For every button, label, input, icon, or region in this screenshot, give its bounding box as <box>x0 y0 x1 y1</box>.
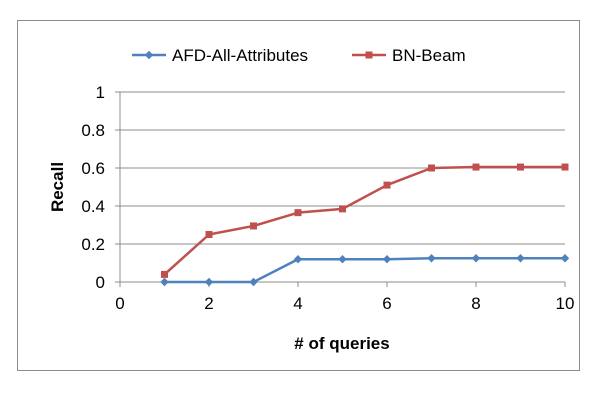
x-tick-label: 0 <box>115 294 124 313</box>
data-point <box>560 254 570 263</box>
series-2 <box>161 163 569 278</box>
data-point <box>517 163 524 171</box>
data-point <box>472 163 480 171</box>
chart-frame <box>17 20 580 371</box>
data-point <box>428 164 435 172</box>
data-point <box>427 254 436 263</box>
data-point <box>338 255 347 264</box>
y-tick-label: 0.8 <box>81 121 105 140</box>
x-tick-label: 10 <box>556 294 575 313</box>
data-point <box>382 255 392 264</box>
x-tick-label: 8 <box>471 294 480 313</box>
y-tick-label: 0.6 <box>81 159 105 178</box>
series-layer <box>160 163 570 287</box>
data-point <box>294 209 302 217</box>
series-line <box>164 257 565 284</box>
y-axis-title: Recall <box>48 162 67 212</box>
data-point <box>383 181 391 189</box>
legend-item: BN-Beam <box>352 46 466 65</box>
series-1 <box>160 254 570 287</box>
x-tick-label: 2 <box>204 294 213 313</box>
data-point <box>339 205 346 213</box>
legend-marker <box>365 51 373 59</box>
data-point <box>160 277 169 287</box>
legend: AFD-All-Attributes BN-Beam <box>132 46 466 65</box>
data-point <box>293 255 303 264</box>
series-line <box>163 165 565 276</box>
data-point <box>250 222 257 230</box>
data-point <box>161 270 168 278</box>
x-tick-label: 6 <box>382 294 391 313</box>
data-point <box>516 254 525 263</box>
y-tick-label: 0 <box>96 273 105 292</box>
legend-label: AFD-All-Attributes <box>172 46 308 65</box>
tick-labels: 00.20.40.60.810 2 4 6 8 10 <box>81 83 574 313</box>
legend-item: AFD-All-Attributes <box>132 46 308 65</box>
data-point <box>471 254 481 263</box>
y-tick-label: 0.4 <box>81 197 105 216</box>
data-point <box>205 231 213 238</box>
y-tick-label: 1 <box>96 83 105 102</box>
data-point <box>204 277 214 287</box>
legend-label: BN-Beam <box>392 46 466 65</box>
y-tick-label: 0.2 <box>81 235 105 254</box>
data-point <box>561 163 569 171</box>
legend-marker <box>144 50 154 60</box>
data-point <box>249 277 258 287</box>
x-tick-label: 4 <box>293 294 302 313</box>
x-axis-title: # of queries <box>294 334 389 353</box>
